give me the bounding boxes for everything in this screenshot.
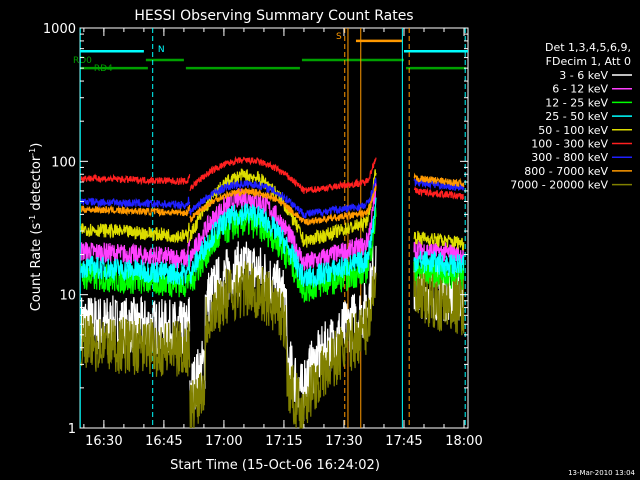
series-line bbox=[189, 203, 305, 287]
series-line bbox=[189, 186, 305, 223]
y-tick-label: 1000 bbox=[43, 22, 76, 37]
footer-timestamp: 13-Mar-2010 13:04 bbox=[568, 469, 635, 477]
series-line bbox=[413, 172, 465, 188]
flag-label-n: N bbox=[158, 45, 165, 55]
x-tick-label: 16:45 bbox=[145, 434, 182, 449]
series-line bbox=[413, 272, 465, 336]
x-tick-label: 16:30 bbox=[85, 434, 122, 449]
series-line bbox=[303, 185, 377, 226]
series-line bbox=[189, 241, 305, 422]
series-line bbox=[80, 314, 191, 377]
series-line bbox=[413, 251, 465, 278]
series-line bbox=[303, 177, 377, 220]
series-line bbox=[80, 196, 191, 210]
x-tick-label: 18:00 bbox=[445, 434, 482, 449]
y-tick-label: 1 bbox=[68, 422, 76, 437]
flag-label-rd4: RD4 bbox=[94, 64, 113, 74]
y-tick-label: 10 bbox=[59, 289, 76, 304]
series-line bbox=[80, 254, 191, 286]
chart-title: HESSI Observing Summary Count Rates bbox=[134, 8, 413, 24]
series-line bbox=[414, 185, 465, 200]
series-line bbox=[303, 182, 377, 271]
series-line bbox=[413, 240, 465, 265]
x-tick-label: 17:15 bbox=[265, 434, 302, 449]
series-line bbox=[80, 204, 191, 218]
y-tick-label: 100 bbox=[51, 155, 76, 170]
legend: Det 1,3,4,5,6,9,FDecim 1, Att 03 - 6 keV… bbox=[510, 41, 632, 192]
legend-label: 800 - 7000 keV bbox=[524, 165, 608, 178]
legend-label: 300 - 800 keV bbox=[531, 151, 608, 164]
flag-label-rd0: RD0 bbox=[73, 56, 92, 66]
series-line bbox=[80, 173, 191, 186]
legend-label: 7000 - 20000 keV bbox=[510, 179, 608, 192]
x-tick-label: 17:45 bbox=[385, 434, 422, 449]
series-line bbox=[303, 169, 377, 248]
legend-label: 100 - 300 keV bbox=[531, 138, 608, 151]
x-tick-label: 17:30 bbox=[325, 434, 362, 449]
series-line bbox=[303, 157, 377, 195]
series-line bbox=[413, 230, 465, 251]
series-line bbox=[80, 222, 191, 244]
legend-label: 3 - 6 keV bbox=[559, 69, 608, 82]
series-line bbox=[189, 180, 305, 218]
legend-header: Det 1,3,4,5,6,9, bbox=[545, 41, 631, 54]
series-line bbox=[80, 239, 191, 269]
series-line bbox=[189, 155, 305, 193]
series-line bbox=[189, 261, 305, 429]
legend-label: 50 - 100 keV bbox=[538, 124, 608, 137]
x-axis: 16:30 16:45 17:00 17:15 17:30 17:45 18:00 bbox=[83, 28, 483, 449]
legend-label: 12 - 25 keV bbox=[545, 96, 608, 109]
series-line bbox=[303, 197, 377, 288]
x-axis-label: Start Time (15-Oct-06 16:24:02) bbox=[170, 458, 380, 473]
legend-label: 25 - 50 keV bbox=[545, 110, 608, 123]
legend-label: 6 - 12 keV bbox=[552, 83, 608, 96]
y-axis-label: Count Rate (s-1 detector-1) bbox=[28, 143, 44, 312]
flag-label-s: S bbox=[336, 32, 342, 42]
x-tick-label: 17:00 bbox=[205, 434, 242, 449]
y-axis: 1 10 100 1000 bbox=[43, 22, 468, 437]
legend-header: FDecim 1, Att 0 bbox=[546, 55, 631, 68]
series-line bbox=[303, 265, 377, 424]
